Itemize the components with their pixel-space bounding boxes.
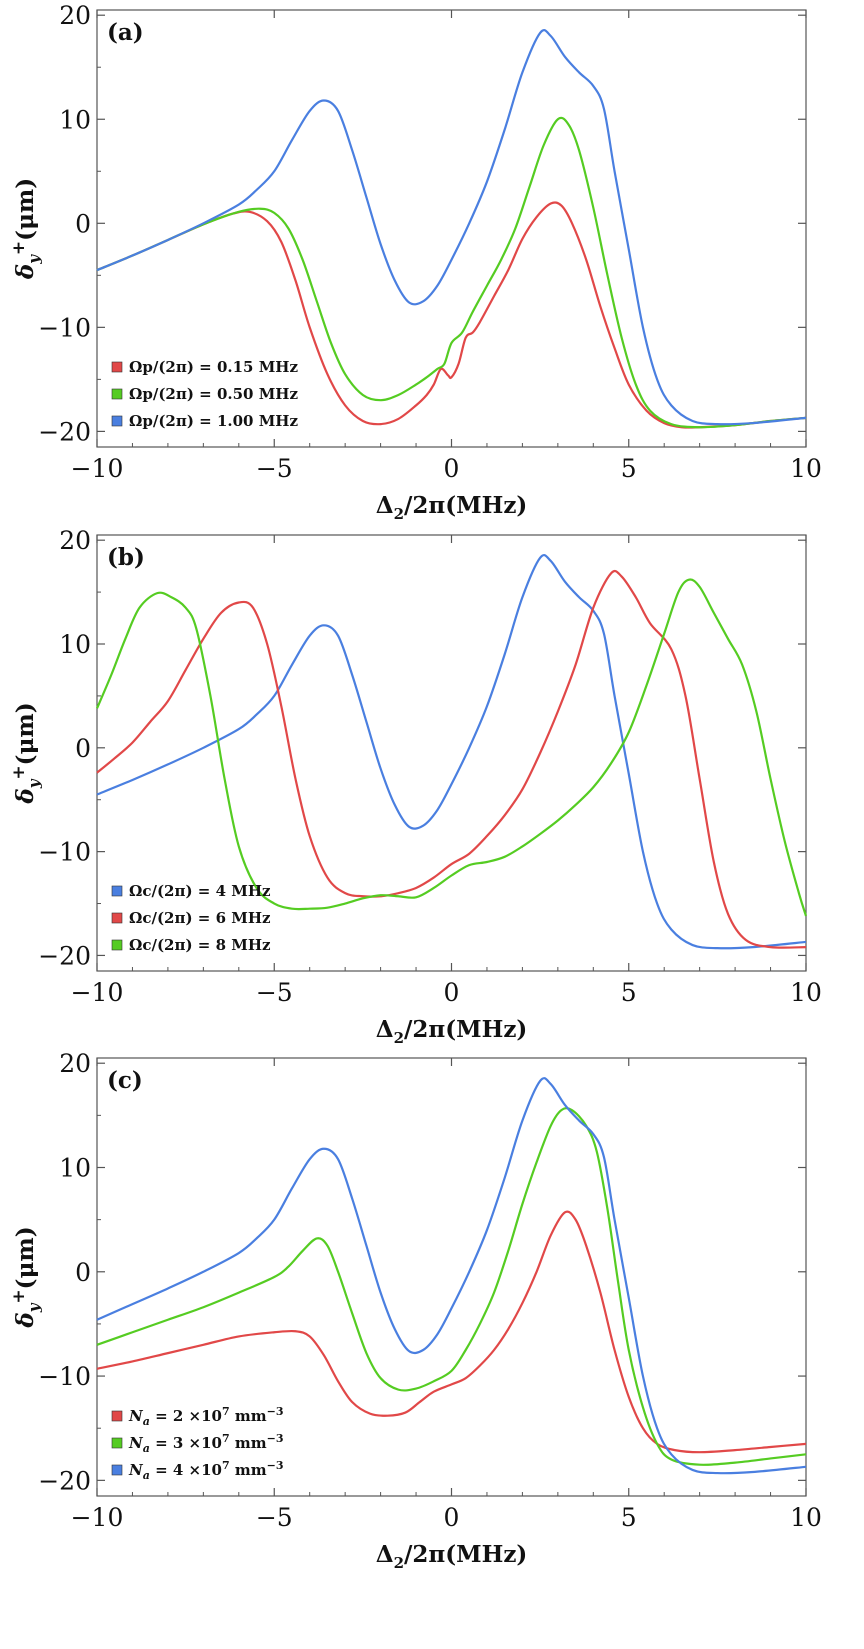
y-axis-label: δy+(μm) — [9, 178, 43, 280]
x-tick-label: 5 — [621, 978, 637, 1007]
chart-panel-b: −10 −5 0 5 10 20 10 0 −10 −20 (b) Δ2/2π(MHz) δy+(μm)… — [9, 526, 822, 1047]
legend-swatch — [112, 1438, 122, 1448]
y-tick-label: 20 — [59, 1, 91, 30]
y-tick-label: 0 — [75, 734, 91, 763]
legend-entry-1: Ωp/(2π) = 0.15 MHz — [129, 358, 298, 376]
x-tick-label: 0 — [444, 978, 460, 1007]
y-tick-label: 0 — [75, 1258, 91, 1287]
x-tick-label: −5 — [256, 1503, 293, 1532]
panel-label: (c) — [107, 1067, 143, 1094]
legend-swatch — [112, 940, 122, 950]
y-tick-label: 10 — [59, 105, 91, 134]
y-axis-label: δy+(μm) — [9, 702, 43, 804]
figure: −10 −5 0 5 10 20 10 0 −10 −20 (a) Δ2/2π(MHz) δy+(μm)… — [0, 0, 864, 1649]
y-tick-label: 20 — [59, 526, 91, 555]
x-tick-label: 0 — [444, 1503, 460, 1532]
y-tick-label: −20 — [38, 941, 91, 970]
legend-entry-1: Na = 2 ×107 mm−3 — [128, 1405, 283, 1428]
legend-entry-1: Ωc/(2π) = 4 MHz — [129, 882, 271, 900]
legend-swatch — [112, 416, 122, 426]
y-tick-label: 10 — [59, 630, 91, 659]
x-tick-label: −10 — [71, 1503, 124, 1532]
legend-swatch — [112, 1411, 122, 1421]
plot-frame — [97, 535, 806, 971]
y-tick-label: 0 — [75, 209, 91, 238]
chart-panel-c: −10 −5 0 5 10 20 10 0 −10 −20 (c) Δ2/2π(MHz) δy+(μm)… — [9, 1049, 822, 1572]
legend-entry-2: Ωc/(2π) = 6 MHz — [129, 909, 271, 927]
panel-label: (b) — [107, 544, 145, 571]
x-tick-label: −10 — [71, 454, 124, 483]
x-tick-label: −10 — [71, 978, 124, 1007]
y-tick-label: −20 — [38, 1466, 91, 1495]
x-tick-label: 5 — [621, 1503, 637, 1532]
legend-swatch — [112, 886, 122, 896]
x-tick-label: 10 — [790, 454, 822, 483]
legend-entry-2: Ωp/(2π) = 0.50 MHz — [129, 385, 298, 403]
x-axis-label: Δ2/2π(MHz) — [376, 1541, 528, 1572]
y-tick-label: −10 — [38, 1362, 91, 1391]
legend-swatch — [112, 362, 122, 372]
x-tick-label: −5 — [256, 978, 293, 1007]
y-axis-label: δy+(μm) — [9, 1226, 43, 1328]
legend: Ωc/(2π) = 4 MHz Ωc/(2π) = 6 MHz Ωc/(2π) = … — [112, 882, 271, 954]
series-line-2 — [97, 118, 806, 427]
legend-entry-2: Na = 3 ×107 mm−3 — [128, 1432, 283, 1455]
y-tick-label: −10 — [38, 838, 91, 867]
panel-label: (a) — [107, 19, 144, 46]
legend-entry-3: Na = 4 ×107 mm−3 — [128, 1459, 283, 1482]
y-tick-label: 20 — [59, 1049, 91, 1078]
legend-entry-3: Ωp/(2π) = 1.00 MHz — [129, 412, 298, 430]
y-tick-label: −20 — [38, 417, 91, 446]
x-axis-label: Δ2/2π(MHz) — [376, 492, 528, 523]
plot-frame — [97, 1058, 806, 1496]
legend-swatch — [112, 1465, 122, 1475]
plot-frame — [97, 10, 806, 447]
legend-entry-3: Ωc/(2π) = 8 MHz — [129, 936, 271, 954]
x-tick-label: 0 — [444, 454, 460, 483]
y-tick-label: −10 — [38, 313, 91, 342]
legend-swatch — [112, 389, 122, 399]
x-tick-label: 10 — [790, 978, 822, 1007]
x-tick-label: −5 — [256, 454, 293, 483]
x-axis-label: Δ2/2π(MHz) — [376, 1016, 528, 1047]
x-tick-label: 5 — [621, 454, 637, 483]
x-tick-label: 10 — [790, 1503, 822, 1532]
legend: Na = 2 ×107 mm−3 Na = 3 ×107 mm−3 Na = 4 ×… — [112, 1405, 283, 1482]
legend-swatch — [112, 913, 122, 923]
y-tick-label: 10 — [59, 1154, 91, 1183]
legend: Ωp/(2π) = 0.15 MHz Ωp/(2π) = 0.50 MHz Ωp/(… — [112, 358, 298, 430]
chart-panel-a: −10 −5 0 5 10 20 10 0 −10 −20 (a) Δ2/2π(MHz) δy+(μm)… — [9, 1, 822, 523]
